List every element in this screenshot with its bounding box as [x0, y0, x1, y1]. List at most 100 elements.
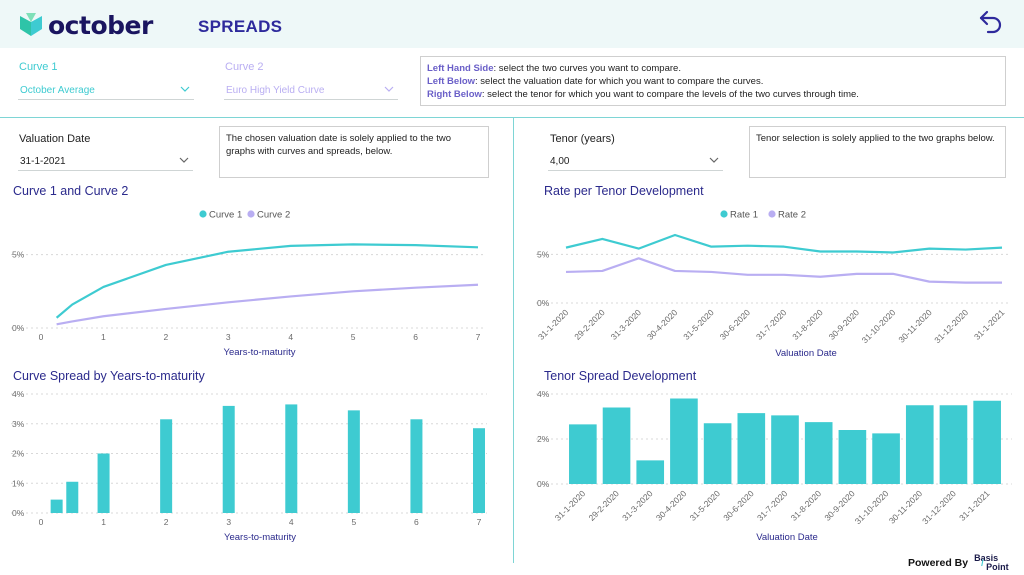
- curve1-dropdown[interactable]: October Average: [18, 80, 194, 100]
- legend-entry: Curve 2: [257, 210, 290, 221]
- bar: [804, 422, 833, 484]
- instruction-line: Left Below: select the valuation date fo…: [427, 76, 764, 87]
- x-tick-label: 30-4-2020: [645, 307, 680, 342]
- bar: [285, 404, 298, 513]
- curve-spread-chart-title: Curve Spread by Years-to-maturity: [13, 369, 205, 383]
- bar: [703, 423, 732, 484]
- vertical-divider: [513, 117, 514, 563]
- x-axis-title: Years-to-maturity: [224, 347, 296, 358]
- x-tick-label: 5: [351, 517, 356, 527]
- horizontal-divider: [0, 117, 1024, 118]
- curve2-value: Euro High Yield Curve: [226, 85, 325, 96]
- x-tick-label: 30-9-2020: [827, 307, 862, 342]
- chevron-down-icon: [384, 86, 394, 92]
- x-tick-label: 31-1-2020: [553, 488, 588, 523]
- x-tick-label: 3: [226, 517, 231, 527]
- y-tick-label: 0%: [537, 479, 550, 489]
- legend-marker: [768, 210, 776, 218]
- x-tick-label: 5: [351, 332, 356, 342]
- x-tick-label: 0: [39, 332, 44, 342]
- x-tick-label: 31-5-2020: [688, 488, 723, 523]
- legend-marker: [247, 210, 255, 218]
- bar: [473, 428, 485, 513]
- x-tick-label: 3: [226, 332, 231, 342]
- valuation-label: Valuation Date: [19, 133, 91, 145]
- y-tick-label: 5%: [537, 249, 550, 259]
- october-logo: october: [18, 8, 168, 42]
- tenor-label: Tenor (years): [550, 133, 615, 145]
- x-tick-label: 0: [39, 517, 44, 527]
- x-tick-label: 31-8-2020: [790, 307, 825, 342]
- chevron-down-icon: [709, 157, 719, 163]
- curve1-label: Curve 1: [19, 61, 58, 73]
- x-tick-label: 31-10-2020: [853, 488, 891, 526]
- y-tick-label: 1%: [12, 478, 25, 488]
- y-tick-label: 2%: [12, 449, 25, 459]
- valuation-value: 31-1-2021: [20, 156, 66, 167]
- x-tick-label: 30-9-2020: [822, 488, 857, 523]
- chevron-down-icon: [179, 157, 189, 163]
- y-tick-label: 3%: [12, 419, 25, 429]
- bar: [347, 410, 360, 513]
- y-tick-label: 5%: [12, 250, 25, 260]
- powered-by: Powered By Basis / Point: [908, 553, 1014, 573]
- x-tick-label: 31-10-2020: [860, 307, 898, 345]
- powered-by-text: Powered By: [908, 557, 969, 569]
- bar: [66, 481, 79, 513]
- curve2-dropdown[interactable]: Euro High Yield Curve: [224, 80, 398, 100]
- bar: [670, 398, 698, 484]
- x-tick-label: 30-6-2020: [721, 488, 756, 523]
- x-tick-label: 2: [164, 517, 169, 527]
- legend-entry: Rate 1: [730, 210, 758, 221]
- x-tick-label: 30-6-2020: [718, 307, 753, 342]
- x-tick-label: 31-3-2020: [609, 307, 644, 342]
- x-tick-label: 30-4-2020: [654, 488, 689, 523]
- y-tick-label: 0%: [12, 323, 25, 333]
- y-tick-label: 0%: [12, 508, 25, 518]
- x-tick-label: 4: [289, 517, 294, 527]
- bar: [636, 460, 665, 484]
- instructions-box: Left Hand Side: select the two curves yo…: [420, 56, 1006, 106]
- legend-entry: Curve 1: [209, 210, 242, 221]
- logo-text: october: [48, 10, 153, 40]
- bar: [872, 433, 900, 484]
- x-tick-label: 7: [476, 332, 481, 342]
- header-bar: october SPREADS: [0, 0, 1024, 48]
- tenor-dropdown[interactable]: 4,00: [548, 151, 723, 171]
- x-tick-label: 4: [288, 332, 293, 342]
- x-tick-label: 31-12-2020: [932, 307, 970, 345]
- valuation-dropdown[interactable]: 31-1-2021: [18, 151, 193, 171]
- bar: [222, 405, 235, 513]
- bar: [602, 407, 631, 484]
- bar: [838, 430, 867, 484]
- x-tick-label: 29-2-2020: [572, 307, 607, 342]
- bar: [737, 413, 766, 484]
- basispoint-logo: Basis / Point: [974, 553, 1009, 572]
- curve-spread-chart: 0% 1% 2% 3% 4% 0 1 2 3 4 5 6 7 Years-to-maturity: [11, 389, 487, 543]
- curve2-label: Curve 2: [225, 61, 264, 73]
- x-tick-label: 31-7-2020: [754, 307, 789, 342]
- x-tick-label: 29-2-2020: [586, 488, 621, 523]
- x-axis-title: Years-to-maturity: [224, 532, 296, 543]
- x-tick-label: 1: [101, 332, 106, 342]
- series-line: [565, 257, 1002, 284]
- x-tick-label: 2: [163, 332, 168, 342]
- bar: [410, 419, 423, 513]
- instruction-line: Left Hand Side: select the two curves yo…: [427, 63, 681, 74]
- x-tick-label: 31-7-2020: [755, 488, 790, 523]
- x-tick-label: 31-1-2020: [536, 307, 571, 342]
- x-tick-label: 31-3-2020: [620, 488, 655, 523]
- bar: [973, 400, 1001, 484]
- legend-entry: Rate 2: [778, 210, 806, 221]
- curve1-value: October Average: [20, 85, 95, 96]
- rates-chart: 0% 5% 31-1-2020 29-2-2020 31-3-2020 30-4-2020…: [536, 210, 1010, 359]
- bar: [50, 499, 63, 513]
- x-tick-label: 31-1-2021: [972, 307, 1007, 342]
- series-line: [56, 283, 479, 326]
- x-tick-label: 1: [101, 517, 106, 527]
- x-tick-label: 6: [413, 332, 418, 342]
- x-tick-label: 31-8-2020: [789, 488, 824, 523]
- y-tick-label: 2%: [537, 434, 550, 444]
- bar: [160, 419, 173, 513]
- back-button[interactable]: [976, 6, 1006, 36]
